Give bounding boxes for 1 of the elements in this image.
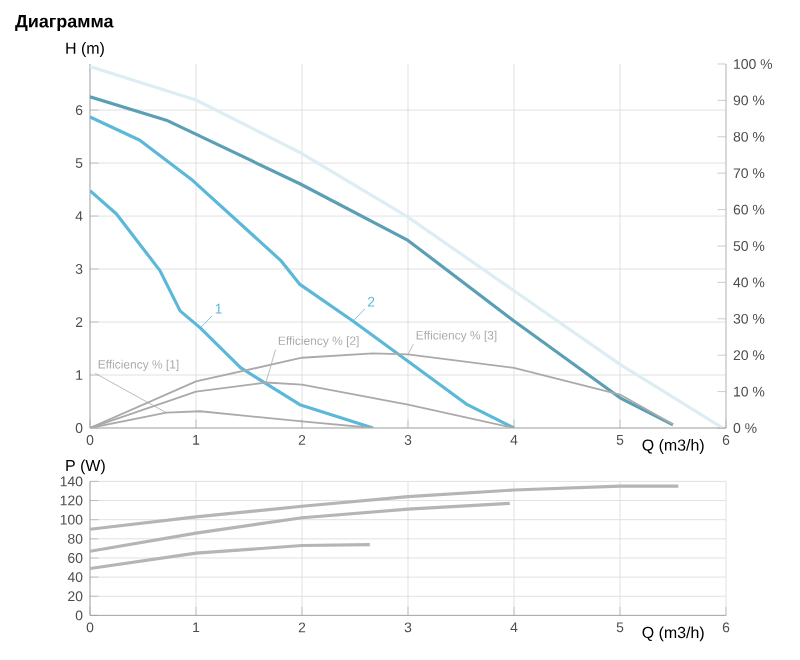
chart-title: Диаграмма — [15, 15, 114, 32]
